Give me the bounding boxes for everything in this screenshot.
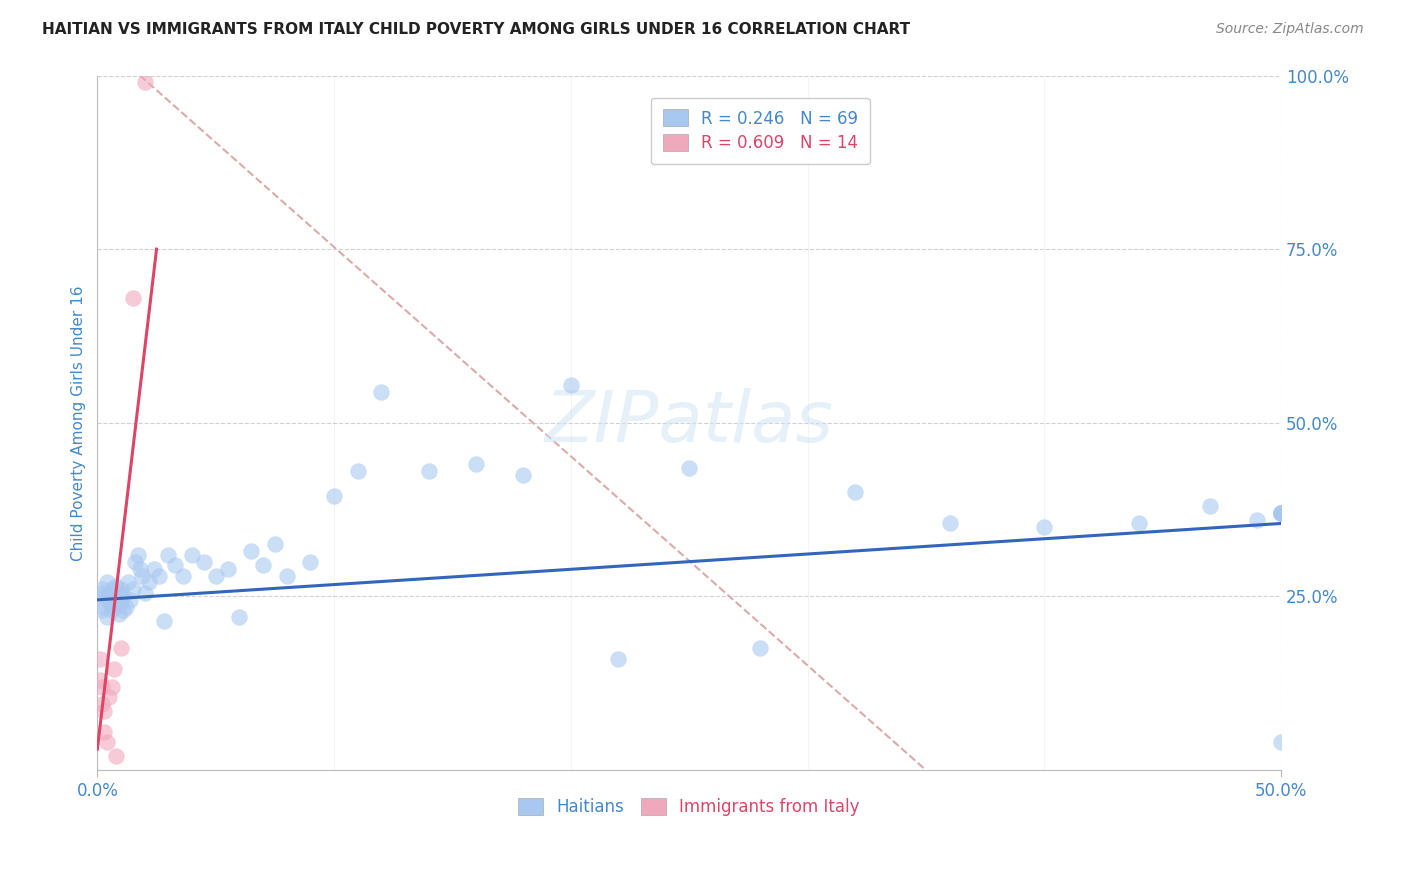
- Point: [134, 586, 156, 600]
- Point: [148, 568, 170, 582]
- Point: [98, 690, 121, 704]
- Point: [120, 592, 142, 607]
- Point: [938, 516, 960, 531]
- Point: [100, 680, 122, 694]
- Point: [1270, 506, 1292, 520]
- Point: [114, 599, 136, 614]
- Point: [105, 579, 128, 593]
- Point: [100, 603, 122, 617]
- Point: [264, 537, 287, 551]
- Point: [228, 610, 250, 624]
- Point: [138, 575, 160, 590]
- Point: [217, 561, 239, 575]
- Point: [93, 704, 115, 718]
- Point: [252, 558, 274, 573]
- Legend: Haitians, Immigrants from Italy: Haitians, Immigrants from Italy: [510, 789, 869, 824]
- Point: [110, 641, 132, 656]
- Point: [370, 384, 392, 399]
- Point: [110, 596, 132, 610]
- Point: [89, 652, 111, 666]
- Text: Source: ZipAtlas.com: Source: ZipAtlas.com: [1216, 22, 1364, 37]
- Point: [127, 548, 149, 562]
- Y-axis label: Child Poverty Among Girls Under 16: Child Poverty Among Girls Under 16: [72, 285, 86, 560]
- Point: [91, 603, 114, 617]
- Point: [91, 680, 114, 694]
- Point: [96, 735, 118, 749]
- Point: [299, 555, 322, 569]
- Point: [110, 582, 132, 597]
- Point: [105, 596, 128, 610]
- Point: [93, 599, 115, 614]
- Point: [107, 607, 129, 621]
- Point: [1270, 506, 1292, 520]
- Point: [165, 558, 187, 573]
- Point: [323, 489, 346, 503]
- Point: [1270, 506, 1292, 520]
- Point: [134, 75, 156, 89]
- Point: [121, 582, 143, 597]
- Point: [1246, 513, 1268, 527]
- Point: [465, 458, 488, 472]
- Text: ZIPatlas: ZIPatlas: [544, 388, 834, 458]
- Point: [93, 724, 115, 739]
- Point: [346, 464, 368, 478]
- Point: [607, 652, 630, 666]
- Point: [240, 544, 263, 558]
- Point: [96, 575, 118, 590]
- Point: [103, 590, 125, 604]
- Point: [107, 586, 129, 600]
- Point: [103, 599, 125, 614]
- Point: [98, 596, 121, 610]
- Point: [91, 582, 114, 597]
- Point: [749, 641, 772, 656]
- Point: [157, 548, 180, 562]
- Point: [844, 485, 866, 500]
- Point: [91, 697, 114, 711]
- Point: [152, 614, 174, 628]
- Point: [103, 662, 125, 676]
- Point: [172, 568, 194, 582]
- Point: [89, 586, 111, 600]
- Point: [512, 467, 534, 482]
- Point: [1128, 516, 1150, 531]
- Point: [1270, 735, 1292, 749]
- Point: [117, 575, 139, 590]
- Point: [193, 555, 215, 569]
- Point: [1033, 520, 1056, 534]
- Point: [98, 586, 121, 600]
- Point: [100, 582, 122, 597]
- Point: [1270, 506, 1292, 520]
- Point: [143, 561, 166, 575]
- Point: [96, 610, 118, 624]
- Point: [181, 548, 204, 562]
- Point: [418, 464, 440, 478]
- Point: [560, 377, 582, 392]
- Point: [276, 568, 298, 582]
- Point: [131, 568, 153, 582]
- Point: [204, 568, 226, 582]
- Point: [89, 673, 111, 687]
- Point: [124, 555, 146, 569]
- Point: [1270, 506, 1292, 520]
- Point: [678, 461, 700, 475]
- Point: [129, 561, 152, 575]
- Text: HAITIAN VS IMMIGRANTS FROM ITALY CHILD POVERTY AMONG GIRLS UNDER 16 CORRELATION : HAITIAN VS IMMIGRANTS FROM ITALY CHILD P…: [42, 22, 910, 37]
- Point: [105, 749, 128, 764]
- Point: [112, 603, 135, 617]
- Point: [112, 590, 135, 604]
- Point: [121, 291, 143, 305]
- Point: [1199, 499, 1222, 513]
- Point: [93, 590, 115, 604]
